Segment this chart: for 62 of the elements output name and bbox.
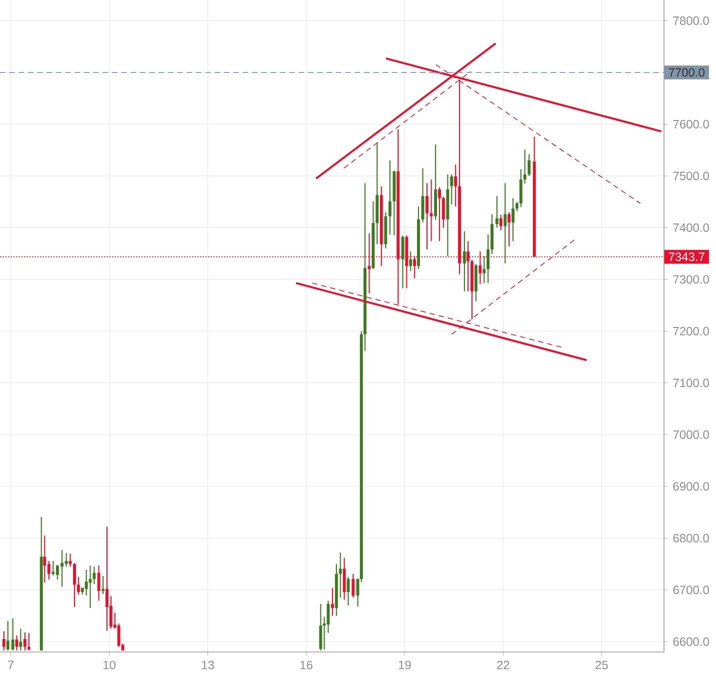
- candlestick: [409, 250, 412, 272]
- y-tick-label: 7100.0: [673, 378, 709, 388]
- x-tick-label: 16: [300, 660, 312, 670]
- candlestick: [64, 552, 68, 568]
- candlestick: [27, 632, 30, 651]
- y-tick-label: 6800.0: [673, 534, 709, 542]
- x-tick-label: 7: [8, 660, 14, 669]
- x-tick-label: 22: [497, 660, 510, 670]
- candlestick: [338, 552, 342, 598]
- candlestick: [504, 182, 507, 264]
- candlestick: [52, 560, 55, 576]
- candlestick: [11, 618, 14, 651]
- candlestick: [352, 573, 355, 598]
- y-tick-label: 6700.0: [673, 586, 709, 594]
- candlestick: [6, 620, 10, 651]
- candlestick: [19, 628, 22, 651]
- y-tick-label: 7000.0: [673, 430, 709, 439]
- candlestick: [486, 234, 490, 284]
- y-tick-label: 7800.0: [673, 16, 709, 25]
- candlestick: [508, 212, 511, 247]
- candlestick: [426, 182, 429, 250]
- y-tick-label: 7400.0: [673, 223, 709, 232]
- candlestick: [331, 587, 334, 616]
- candlestick: [515, 201, 518, 212]
- candlestick: [499, 214, 502, 231]
- y-tick-label: 6900.0: [673, 482, 709, 491]
- candlestick: [519, 168, 522, 208]
- candlestick: [76, 576, 80, 596]
- y-tick-label: 7500.0: [673, 172, 709, 180]
- candlestick: [438, 186, 441, 242]
- x-tick-label: 10: [104, 660, 116, 670]
- y-tick-label: 6600.0: [673, 637, 709, 646]
- y-tick-label: 7600.0: [673, 120, 709, 128]
- candlestick: [319, 603, 322, 651]
- candlestick: [523, 149, 526, 184]
- candlestick: [2, 630, 6, 651]
- y-tick-label: 7200.0: [673, 326, 709, 336]
- candlestick: [102, 575, 105, 595]
- candlestick: [442, 196, 445, 228]
- candlestick: [23, 632, 26, 651]
- candlestick: [73, 562, 76, 608]
- candlestick: [43, 535, 46, 584]
- candlestick: [512, 198, 515, 242]
- y-tick-label: 7300.0: [673, 275, 709, 284]
- candlestick: [462, 230, 466, 292]
- candlestick: [495, 196, 498, 228]
- candlestick: [117, 623, 120, 648]
- x-tick-label: 19: [398, 660, 411, 670]
- x-tick-label: 25: [596, 660, 608, 670]
- candlestick: [454, 164, 458, 207]
- candlestick: [430, 179, 433, 242]
- ref-line-label: 7700.0: [668, 68, 705, 77]
- candlestick: [482, 256, 486, 284]
- ref-line-label: 7343.7: [668, 252, 704, 262]
- candlestick: [388, 160, 392, 235]
- candlestick: [106, 526, 108, 632]
- candlestick: [528, 154, 531, 176]
- candlestick: [47, 560, 50, 580]
- x-tick-label: 13: [202, 660, 214, 670]
- candlestick: [450, 174, 454, 205]
- candlestick: [97, 565, 100, 602]
- candlestick: [342, 557, 346, 600]
